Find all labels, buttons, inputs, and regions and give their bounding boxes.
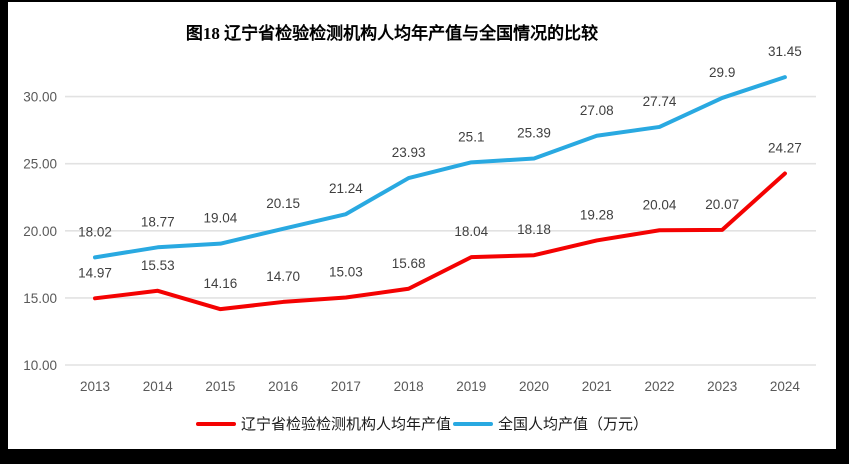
legend-item-liaoning: 辽宁省检验检测机构人均年产值	[195, 413, 451, 434]
data-label: 18.18	[517, 222, 551, 237]
y-axis-tick-label: 30.00	[23, 90, 57, 105]
y-axis-tick-label: 15.00	[23, 291, 57, 306]
x-axis-category-label: 2024	[770, 379, 801, 394]
data-label: 27.08	[580, 103, 614, 118]
data-label: 14.16	[204, 276, 238, 291]
data-label: 15.03	[329, 264, 363, 279]
data-label: 20.07	[705, 197, 739, 212]
legend-label-national: 全国人均产值（万元）	[498, 417, 649, 433]
data-label: 18.04	[454, 224, 488, 239]
national-series-swatch-icon	[453, 421, 493, 426]
chart-container: 图18 辽宁省检验检测机构人均年产值与全国情况的比较 30.00 25.00 20.…	[8, 2, 836, 449]
x-axis-category-label: 2013	[80, 379, 110, 394]
x-axis-category-label: 2020	[519, 379, 549, 394]
data-label: 21.24	[329, 181, 363, 196]
data-label: 31.45	[768, 44, 802, 59]
legend-label-liaoning: 辽宁省检验检测机构人均年产值	[240, 417, 451, 433]
y-axis-tick-label: 20.00	[23, 224, 57, 239]
x-axis-category-label: 2016	[268, 379, 298, 394]
x-axis-category-label: 2023	[707, 379, 737, 394]
liaoning-series-swatch-icon	[195, 421, 236, 426]
data-label: 25.1	[458, 129, 484, 144]
x-axis-category-label: 2015	[205, 379, 235, 394]
data-label: 27.74	[643, 94, 677, 109]
data-label: 29.9	[709, 65, 735, 80]
series-line-national	[93, 75, 787, 260]
data-label: 18.02	[78, 224, 112, 239]
data-label: 20.15	[266, 196, 300, 211]
data-label: 18.77	[141, 214, 175, 229]
legend-item-national: 全国人均产值（万元）	[453, 413, 648, 434]
data-label: 20.04	[643, 197, 677, 212]
plot-area: 30.00 25.00 20.00 15.00 10.00 2013 2014 2015 201…	[23, 44, 816, 394]
chart-title: 图18 辽宁省检验检测机构人均年产值与全国情况的比较	[185, 24, 599, 43]
x-axis-category-label: 2021	[582, 379, 612, 394]
data-label: 24.27	[768, 140, 802, 155]
y-axis-tick-label: 10.00	[23, 358, 57, 373]
x-axis-category-label: 2019	[456, 379, 486, 394]
x-axis-category-label: 2018	[394, 379, 424, 394]
data-label: 23.93	[392, 145, 426, 160]
x-axis-category-label: 2017	[331, 379, 361, 394]
data-label: 15.53	[141, 258, 175, 273]
data-label: 14.70	[266, 269, 300, 284]
x-axis-category-label: 2014	[143, 379, 174, 394]
legend: 辽宁省检验检测机构人均年产值 全国人均产值（万元）	[8, 413, 836, 434]
data-label: 14.97	[78, 265, 112, 280]
data-label: 25.39	[517, 125, 551, 140]
data-label: 15.68	[392, 256, 426, 271]
data-label: 19.28	[580, 207, 614, 222]
y-axis-tick-label: 25.00	[23, 157, 57, 172]
data-label: 19.04	[204, 211, 238, 226]
series-line-liaoning	[93, 171, 787, 312]
x-axis-category-label: 2022	[644, 379, 674, 394]
